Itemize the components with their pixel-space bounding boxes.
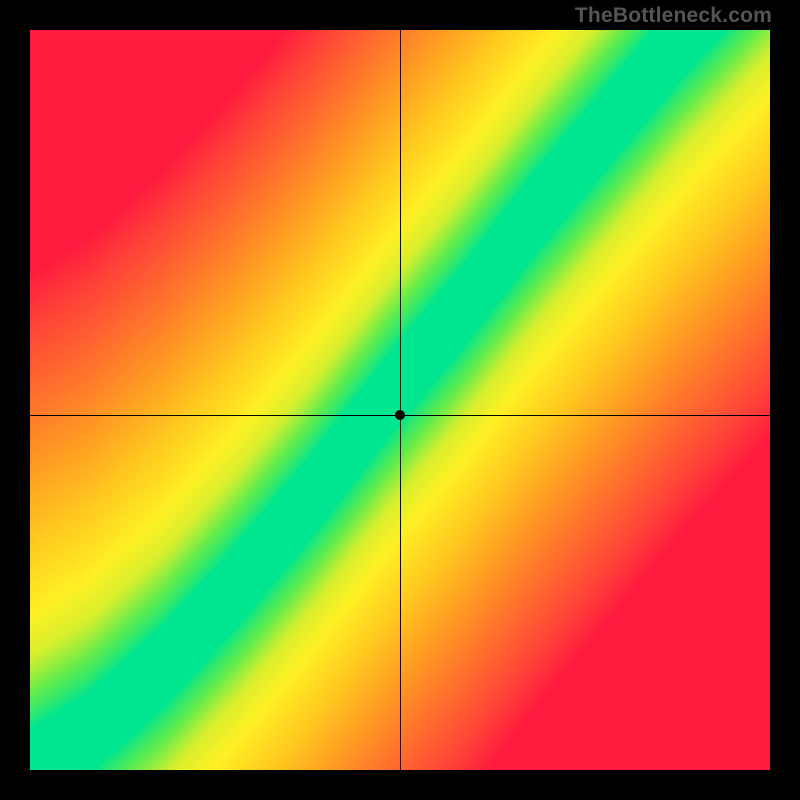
crosshair-vertical (400, 30, 401, 770)
marker-point (395, 410, 405, 420)
watermark-text: TheBottleneck.com (575, 4, 772, 28)
plot-area (30, 30, 770, 770)
